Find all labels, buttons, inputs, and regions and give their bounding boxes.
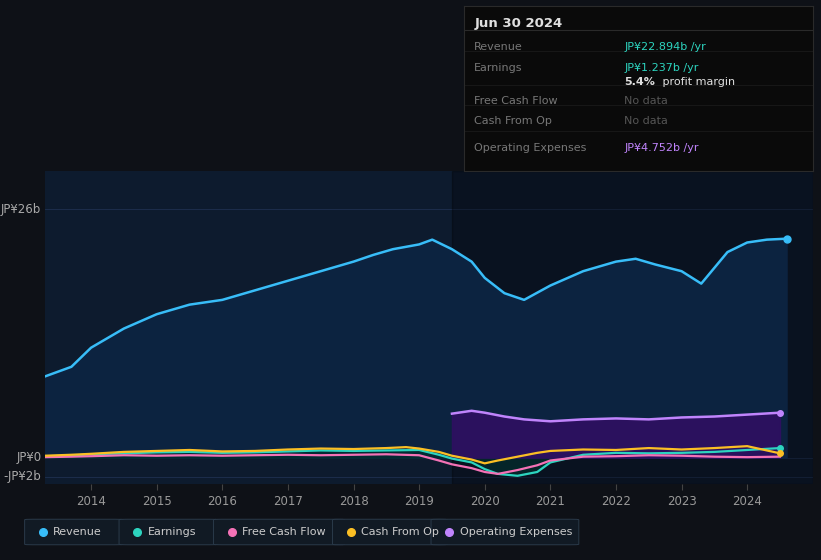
Text: Operating Expenses: Operating Expenses (475, 143, 587, 153)
Text: profit margin: profit margin (659, 77, 736, 87)
FancyBboxPatch shape (213, 519, 345, 545)
Text: Operating Expenses: Operating Expenses (460, 527, 572, 537)
Text: Cash From Op: Cash From Op (475, 116, 553, 127)
Text: Cash From Op: Cash From Op (361, 527, 439, 537)
Text: JP¥26b: JP¥26b (1, 203, 41, 216)
Text: Free Cash Flow: Free Cash Flow (242, 527, 326, 537)
Text: No data: No data (624, 96, 668, 106)
FancyBboxPatch shape (431, 519, 579, 545)
Text: Earnings: Earnings (148, 527, 196, 537)
FancyBboxPatch shape (119, 519, 218, 545)
Text: Revenue: Revenue (53, 527, 102, 537)
Bar (452, 171, 813, 484)
Text: JP¥1.237b /yr: JP¥1.237b /yr (624, 63, 699, 73)
Text: JP¥0: JP¥0 (16, 451, 41, 464)
FancyBboxPatch shape (333, 519, 447, 545)
Text: 5.4%: 5.4% (624, 77, 655, 87)
Text: No data: No data (624, 116, 668, 127)
Text: JP¥22.894b /yr: JP¥22.894b /yr (624, 42, 706, 52)
Text: -JP¥2b: -JP¥2b (3, 470, 41, 483)
Text: Earnings: Earnings (475, 63, 523, 73)
Text: Free Cash Flow: Free Cash Flow (475, 96, 558, 106)
Text: Revenue: Revenue (475, 42, 523, 52)
Text: Jun 30 2024: Jun 30 2024 (475, 17, 562, 30)
FancyBboxPatch shape (25, 519, 123, 545)
Text: JP¥4.752b /yr: JP¥4.752b /yr (624, 143, 699, 153)
